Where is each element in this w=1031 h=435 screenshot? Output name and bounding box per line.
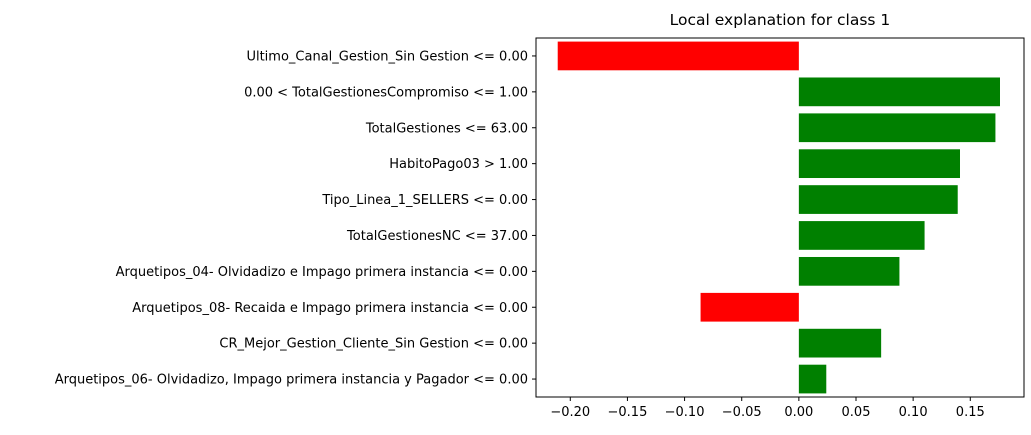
x-tick-label-1: −0.20 — [550, 405, 590, 420]
bar-8 — [700, 292, 799, 322]
bar-4 — [798, 149, 960, 179]
category-label-8: Arquetipos_08- Recaida e Impago primera … — [132, 301, 528, 316]
category-labels: Ultimo_Canal_Gestion_Sin Gestion <= 0.00… — [55, 49, 536, 388]
x-tick-label-8: 0.15 — [956, 405, 985, 420]
category-label-3: TotalGestiones <= 63.00 — [365, 121, 528, 136]
category-label-7: Arquetipos_04- Olvidadizo e Impago prime… — [116, 265, 528, 280]
bar-6 — [798, 221, 925, 250]
category-label-2: 0.00 < TotalGestionesCompromiso <= 1.00 — [244, 85, 528, 100]
bars-group — [557, 41, 1000, 394]
chart-title: Local explanation for class 1 — [670, 11, 891, 29]
category-label-5: Tipo_Linea_1_SELLERS <= 0.00 — [321, 193, 528, 208]
x-tick-label-4: −0.05 — [722, 405, 762, 420]
x-tick-label-3: −0.10 — [665, 405, 705, 420]
x-tick-label-2: −0.15 — [608, 405, 648, 420]
bar-5 — [798, 185, 958, 214]
bar-9 — [798, 328, 882, 358]
category-label-1: Ultimo_Canal_Gestion_Sin Gestion <= 0.00 — [246, 49, 528, 64]
category-label-9: CR_Mejor_Gestion_Cliente_Sin Gestion <= … — [219, 337, 528, 352]
bar-3 — [798, 113, 996, 143]
bar-7 — [798, 256, 900, 286]
axes-frame — [535, 37, 1025, 398]
category-label-10: Arquetipos_06- Olvidadizo, Impago primer… — [55, 373, 528, 388]
x-tick-label-7: 0.10 — [899, 405, 928, 420]
category-label-6: TotalGestionesNC <= 37.00 — [346, 229, 528, 244]
category-label-4: HabitoPago03 > 1.00 — [389, 157, 528, 172]
bar-1 — [557, 41, 799, 71]
bar-2 — [798, 77, 1000, 107]
x-tick-label-5: 0.00 — [784, 405, 813, 420]
x-tick-label-6: 0.05 — [842, 405, 871, 420]
x-axis-ticks: −0.20 −0.15 −0.10 −0.05 0.00 0.05 0.10 0.15 — [550, 397, 985, 420]
bar-10 — [798, 364, 827, 394]
